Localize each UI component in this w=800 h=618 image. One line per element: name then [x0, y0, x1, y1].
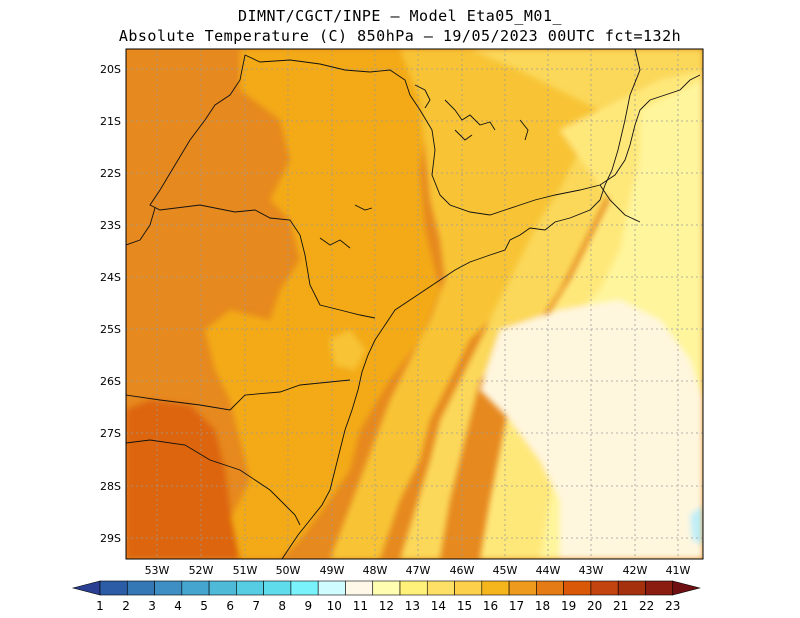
colorbar-label: 23 — [665, 599, 680, 613]
colorbar-swatch — [126, 580, 155, 596]
map-title-line-1: DIMNT/CGCT/INPE – Model Eta05_M01_ — [237, 7, 563, 25]
colorbar-swatch — [645, 580, 674, 596]
graticule — [126, 49, 703, 559]
colorbar-label: 12 — [379, 599, 394, 613]
colorbar-swatch — [263, 580, 292, 596]
colorbar-swatch — [399, 580, 428, 596]
latitude-labels: 20S 21S 22S 23S 24S 25S 26S 27S 28S 29S — [100, 63, 121, 545]
colorbar-label: 18 — [535, 599, 550, 613]
lon-label: 52W — [189, 564, 214, 577]
colorbar-arrow-low — [71, 580, 101, 596]
colorbar-label: 9 — [304, 599, 312, 613]
lat-label: 24S — [100, 271, 121, 284]
lon-label: 49W — [320, 564, 345, 577]
lon-label: 41W — [666, 564, 691, 577]
colorbar-label: 6 — [226, 599, 234, 613]
lat-label: 23S — [100, 219, 121, 232]
colorbar-label: 13 — [405, 599, 420, 613]
colorbar-label: 5 — [200, 599, 208, 613]
lon-label: 48W — [363, 564, 388, 577]
colorbar-label: 20 — [587, 599, 602, 613]
colorbar-label: 1 — [96, 599, 104, 613]
coastline-and-borders — [126, 49, 701, 559]
colorbar-swatch — [236, 580, 264, 596]
colorbar-label: 16 — [483, 599, 498, 613]
colorbar-label: 7 — [252, 599, 260, 613]
colorbar-swatch — [154, 580, 183, 596]
lat-label: 21S — [100, 115, 121, 128]
colorbar-swatch — [563, 580, 592, 596]
colorbar-label: 19 — [561, 599, 576, 613]
colorbar-swatch — [454, 580, 483, 596]
lat-label: 27S — [100, 427, 121, 440]
colorbar-label: 15 — [457, 599, 472, 613]
colorbar-swatch — [290, 580, 319, 596]
lon-label: 53W — [145, 564, 170, 577]
lon-label: 45W — [493, 564, 518, 577]
colorbar-swatch — [426, 580, 455, 596]
lat-label: 20S — [100, 63, 121, 76]
lat-label: 22S — [100, 167, 121, 180]
colorbar-label: 3 — [148, 599, 156, 613]
colorbar-swatch — [617, 580, 646, 596]
lon-label: 43W — [579, 564, 604, 577]
colorbar-label: 11 — [353, 599, 368, 613]
color-legend: 1 2 3 4 5 6 7 8 9 10 11 12 13 14 15 16 17 18 19 20 21 22 23 — [71, 580, 701, 613]
colorbar-label: 17 — [509, 599, 524, 613]
lon-label: 47W — [406, 564, 431, 577]
lon-label: 42W — [623, 564, 648, 577]
colorbar-swatch — [372, 580, 401, 596]
colorbar-label: 8 — [278, 599, 286, 613]
colorbar-swatch — [536, 580, 564, 596]
colorbar-arrow-high — [672, 580, 701, 596]
colorbar-swatch — [590, 580, 619, 596]
colorbar-swatch — [181, 580, 210, 596]
colorbar-swatch — [99, 580, 128, 596]
colorbar-label: 21 — [613, 599, 628, 613]
lon-label: 44W — [536, 564, 561, 577]
colorbar-swatch — [481, 580, 510, 596]
longitude-labels: 53W 52W 51W 50W 49W 48W 47W 46W 45W 44W … — [145, 564, 691, 577]
colorbar-label: 14 — [431, 599, 446, 613]
lat-label: 28S — [100, 480, 121, 493]
colorbar-label: 2 — [122, 599, 130, 613]
map-frame — [125, 48, 704, 560]
lon-label: 50W — [276, 564, 301, 577]
colorbar-swatch — [317, 580, 346, 596]
colorbar-swatch — [508, 580, 537, 596]
lat-label: 25S — [100, 323, 121, 336]
temperature-field — [126, 49, 703, 559]
lat-label: 26S — [100, 375, 121, 388]
colorbar-label: 10 — [327, 599, 342, 613]
lat-label: 29S — [100, 532, 121, 545]
colorbar-swatch — [345, 580, 374, 596]
colorbar-label: 22 — [639, 599, 654, 613]
colorbar-swatch — [208, 580, 237, 596]
map-title-line-2: Absolute Temperature (C) 850hPa – 19/05/… — [118, 27, 682, 45]
lon-label: 51W — [233, 564, 258, 577]
lon-label: 46W — [450, 564, 475, 577]
colorbar-label: 4 — [174, 599, 182, 613]
